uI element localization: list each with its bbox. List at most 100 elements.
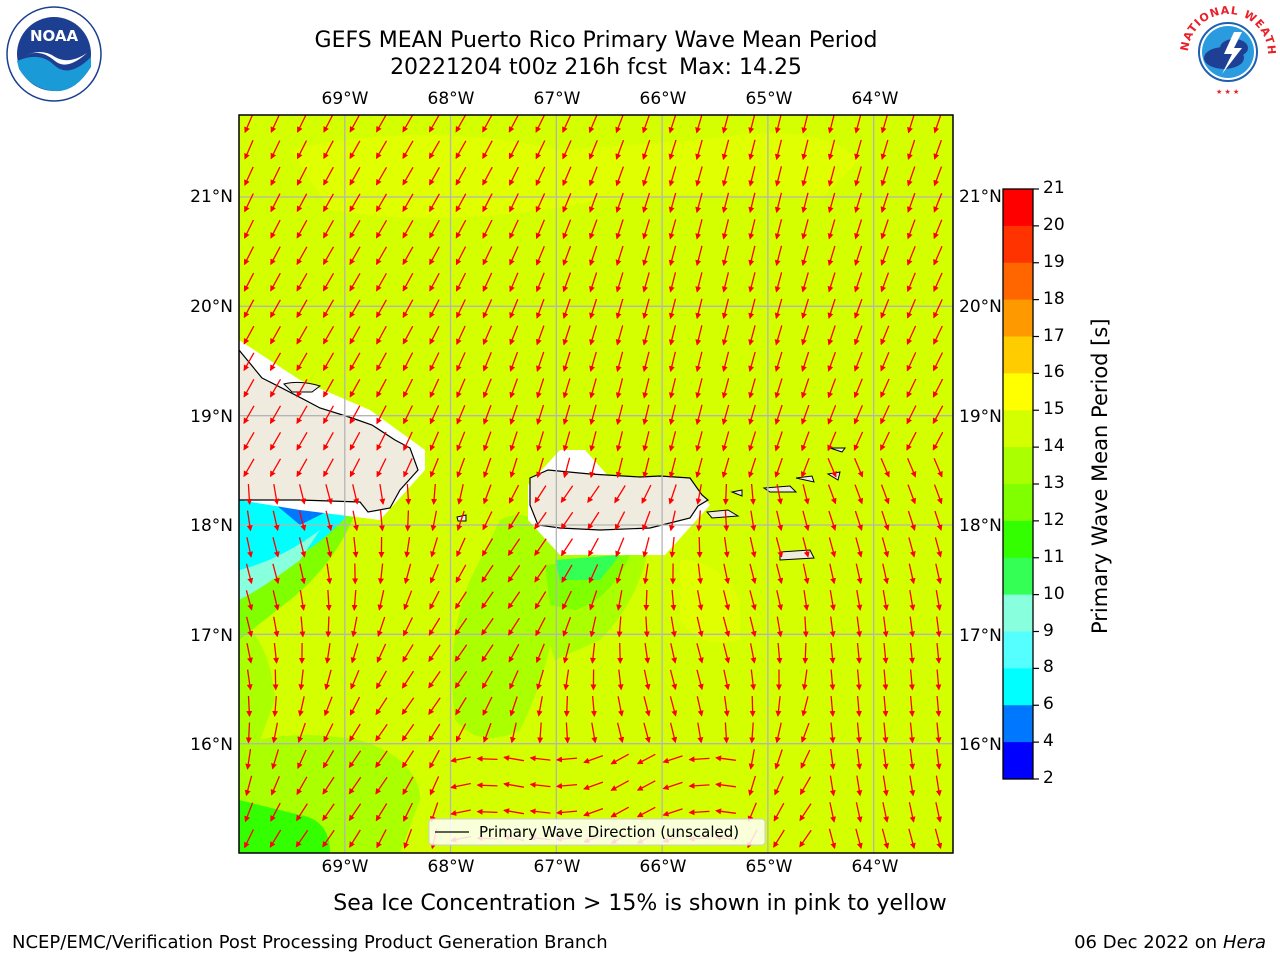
wave-arrow — [641, 510, 651, 531]
wave-arrow — [560, 538, 574, 557]
wave-arrow — [856, 589, 863, 611]
wave-arrow — [669, 722, 678, 744]
wave-arrow — [906, 272, 916, 293]
wave-arrow — [882, 589, 889, 611]
wave-arrow — [801, 115, 809, 134]
wave-arrow — [853, 351, 863, 372]
wave-arrow — [430, 537, 439, 558]
wave-arrow — [668, 457, 677, 479]
wave-arrow — [562, 140, 572, 160]
wave-arrow — [509, 670, 519, 690]
wave-arrow — [296, 246, 308, 266]
wave-arrow — [856, 616, 863, 638]
wave-arrow — [748, 219, 756, 240]
wave-arrow — [560, 511, 574, 530]
wave-arrow — [560, 485, 574, 504]
wave-arrow — [935, 589, 942, 611]
wave-arrow — [800, 431, 810, 452]
wave-arrow — [695, 139, 703, 161]
wave-arrow — [723, 669, 730, 691]
footer-host: Hera — [1222, 932, 1266, 953]
wave-arrow — [244, 802, 254, 823]
wave-arrow — [880, 431, 890, 451]
wave-arrow — [589, 378, 597, 399]
wave-arrow — [933, 246, 943, 266]
wave-arrow — [880, 405, 890, 425]
wave-arrow — [509, 351, 519, 372]
colorbar-swatch — [1003, 557, 1033, 596]
wave-arrow — [534, 538, 547, 557]
wave-arrow — [748, 245, 756, 267]
wave-arrow — [669, 696, 678, 717]
wave-arrow — [325, 537, 333, 558]
wave-arrow — [750, 510, 757, 532]
wave-arrow — [403, 617, 413, 637]
wave-arrow — [429, 564, 439, 584]
wave-arrow — [270, 299, 281, 319]
wave-arrow — [403, 405, 413, 425]
wave-arrow — [906, 352, 917, 372]
wave-arrow — [881, 828, 890, 850]
wave-arrow — [908, 695, 915, 717]
wave-arrow — [299, 616, 306, 638]
wave-arrow — [854, 510, 863, 531]
wave-arrow — [933, 139, 943, 160]
wave-arrow — [509, 696, 518, 717]
wave-arrow — [455, 140, 467, 160]
wave-arrow — [695, 245, 703, 267]
wave-arrow — [455, 193, 467, 213]
wave-arrow — [508, 484, 520, 504]
wave-arrow — [537, 722, 544, 744]
lon-tick-bottom: 65°W — [745, 857, 793, 877]
wave-arrow — [352, 510, 359, 532]
wave-arrow — [455, 246, 467, 266]
wave-arrow — [748, 115, 756, 134]
wave-arrow — [880, 458, 890, 478]
wave-arrow — [482, 404, 492, 425]
wave-arrow — [376, 272, 387, 292]
lat-tick-right: 21°N — [959, 187, 1002, 207]
wave-arrow — [668, 431, 677, 452]
wave-arrow — [669, 537, 676, 558]
wave-arrow — [402, 378, 414, 398]
wave-arrow — [270, 325, 281, 345]
wave-arrow — [855, 669, 862, 691]
wave-arrow — [296, 140, 308, 160]
wave-arrow — [352, 484, 360, 505]
wave-arrow — [536, 351, 545, 372]
colorbar-swatch — [1003, 742, 1033, 780]
wave-arrow — [909, 616, 916, 638]
wave-arrow — [349, 193, 361, 213]
st-croix-island — [779, 549, 815, 561]
wave-arrow — [615, 563, 624, 585]
wave-arrow — [935, 563, 943, 585]
wave-arrow — [776, 484, 783, 505]
wave-arrow — [535, 325, 545, 346]
wave-arrow — [349, 140, 361, 160]
wave-arrow — [273, 483, 280, 505]
wave-arrow — [450, 809, 471, 816]
wave-arrow — [935, 669, 942, 691]
wave-arrow — [455, 115, 467, 133]
wave-arrow — [588, 192, 598, 213]
wave-arrow — [272, 695, 279, 717]
wave-arrow — [721, 378, 730, 399]
lat-tick-left: 18°N — [190, 516, 233, 536]
wave-arrow — [349, 696, 361, 716]
wave-arrow — [856, 749, 863, 770]
colorbar-tick-label: 8 — [1043, 657, 1054, 678]
wave-arrow — [244, 775, 253, 797]
wave-arrow — [696, 696, 704, 717]
wave-arrow — [244, 219, 254, 239]
wave-arrow — [642, 115, 650, 134]
wave-arrow — [589, 590, 598, 611]
wave-arrow — [882, 775, 889, 797]
wave-arrow — [272, 537, 280, 558]
wave-arrow — [773, 829, 785, 848]
wave-arrow — [349, 431, 361, 451]
wave-arrow — [668, 166, 677, 187]
wave-arrow — [880, 378, 890, 399]
wave-arrow — [246, 510, 253, 532]
chart-title: GEFS MEAN Puerto Rico Primary Wave Mean … — [314, 28, 878, 53]
wave-arrow — [688, 782, 710, 789]
